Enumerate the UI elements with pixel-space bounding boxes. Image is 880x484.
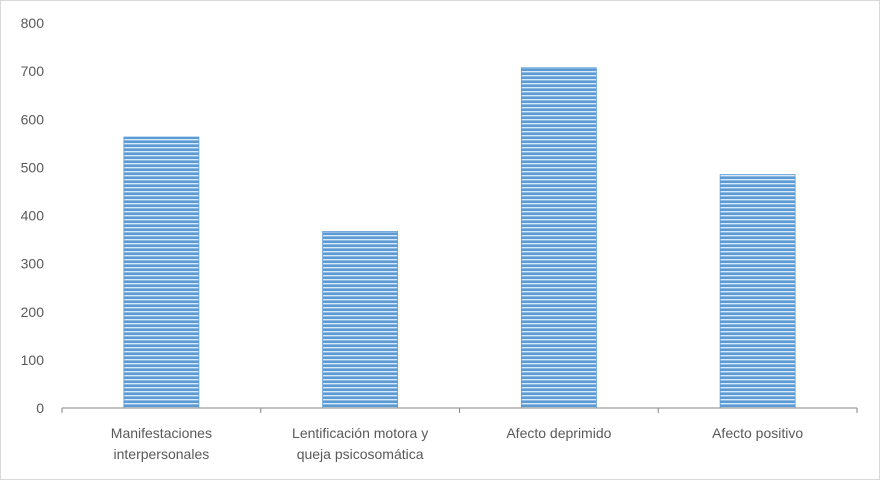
- y-tick-label-200: 200: [21, 304, 45, 320]
- y-tick-label-100: 100: [21, 352, 45, 368]
- x-tick-label-1-line-1: Manifestaciones: [111, 425, 212, 441]
- x-tick-label-1-line-2: interpersonales: [114, 446, 210, 462]
- y-tick-label-0: 0: [36, 400, 44, 416]
- y-tick-label-600: 600: [21, 111, 45, 127]
- y-tick-label-500: 500: [21, 159, 45, 175]
- x-tick-label-2-line-2: queja psicosomática: [297, 446, 424, 462]
- labels-layer: 0 100 200 300 400 500 600 700 800 Manifestaciones…: [21, 15, 804, 462]
- x-tick-label-4: Afecto positivo: [712, 425, 803, 441]
- y-tick-label-700: 700: [21, 63, 45, 79]
- bar-3: [520, 67, 597, 409]
- bars-layer: [123, 67, 796, 409]
- y-tick-label-800: 800: [21, 15, 45, 31]
- bar-2: [322, 230, 399, 409]
- y-tick-label-300: 300: [21, 256, 45, 272]
- x-tick-label-3: Afecto deprimido: [506, 425, 611, 441]
- axis-layer: [61, 407, 858, 413]
- y-tick-label-400: 400: [21, 208, 45, 224]
- bar-1: [123, 136, 200, 409]
- x-tick-label-2-line-1: Lentificación motora y: [292, 425, 428, 441]
- bar-4: [719, 174, 796, 409]
